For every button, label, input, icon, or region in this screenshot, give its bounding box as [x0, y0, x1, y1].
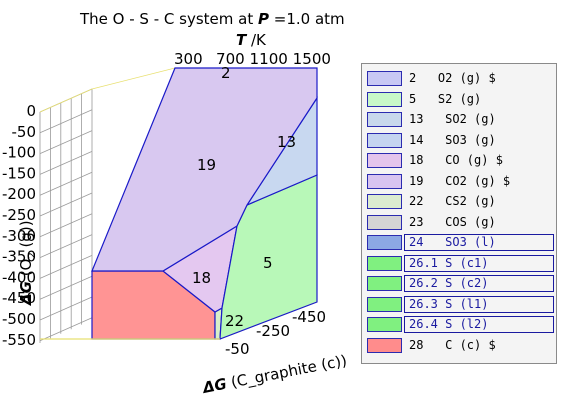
legend-item-frame	[404, 295, 554, 313]
chart-title: The O - S - C system at P =1.0 atm	[79, 10, 345, 28]
legend-item: 26.1 S (c1)	[367, 254, 555, 273]
t-tick-300: 300	[174, 50, 203, 68]
legend-label: 22 CS2 (g)	[409, 194, 496, 208]
legend-label: 26.2 S (c2)	[409, 276, 489, 290]
predominance-plot: The O - S - C system at P =1.0 atm T /K …	[2, 10, 349, 398]
legend-item: 18 CO (g) $	[367, 152, 555, 170]
region-19-polygon	[91, 67, 318, 272]
grid-hline	[39, 317, 93, 342]
region-label-18: 18	[192, 269, 211, 287]
legend-item-frame	[404, 254, 554, 272]
legend-label: 28 C (c) $	[409, 337, 496, 352]
legend-swatch	[367, 255, 402, 271]
legend-item-frame	[404, 234, 554, 251]
grid-hline	[39, 213, 93, 238]
grid-hline	[39, 234, 93, 258]
grid-hline	[39, 275, 93, 300]
region-label-2: 2	[221, 64, 231, 82]
top-axis-label: T /K	[236, 31, 267, 49]
legend-swatch	[367, 194, 402, 209]
legend-swatch	[367, 235, 402, 250]
legend-swatch	[367, 132, 402, 148]
grid-hline	[39, 171, 93, 196]
legend-label: 14 SO3 (g)	[409, 132, 496, 147]
legend-label: 24 SO3 (l)	[409, 235, 496, 249]
region-label-13: 13	[277, 133, 296, 151]
legend-item: 14 SO3 (g)	[367, 132, 555, 150]
legend-item: 2 O2 (g) $	[367, 70, 555, 88]
legend-item: 19 CO2 (g) $	[367, 173, 555, 191]
x-axis-label: ΔG (C_graphite (c))	[200, 351, 348, 398]
region-label-19: 19	[197, 156, 216, 174]
legend-label: 5 S2 (g)	[409, 91, 482, 106]
legend-item: 24 SO3 (l)	[367, 234, 555, 252]
x-tick-neg450: -450	[292, 308, 326, 326]
legend-label: 13 SO2 (g)	[409, 112, 496, 126]
legend-item: 22 CS2 (g)	[367, 193, 555, 211]
legend-item-frame	[404, 275, 554, 292]
grid-top-edge	[39, 88, 93, 113]
y-tick-label: 0	[26, 102, 36, 120]
legend-swatch	[367, 153, 402, 168]
legend-swatch	[367, 112, 402, 127]
y-tick-label: -300	[2, 227, 36, 245]
legend-swatch	[367, 71, 402, 86]
legend-item: 26.4 S (l2)	[367, 316, 555, 334]
legend-swatch	[367, 276, 402, 291]
y-tick-label: -350	[2, 248, 36, 266]
phase-regions	[91, 67, 318, 340]
y-axis-label: ΔG (O2 (g))	[17, 220, 38, 306]
legend-swatch	[367, 296, 402, 312]
y-tick-label: -400	[2, 268, 36, 286]
legend-item: 26.2 S (c2)	[367, 275, 555, 293]
y-tick-label: -550	[2, 331, 36, 349]
t-tick-700-1500: 700 1100 1500	[216, 50, 331, 68]
legend-item: 23 COS (g)	[367, 214, 555, 232]
legend-swatch	[367, 173, 402, 189]
legend-label: 26.4 S (l2)	[409, 317, 489, 331]
legend-swatch	[367, 337, 402, 353]
legend-label: 26.3 S (l1)	[409, 296, 489, 311]
y-tick-label: -200	[2, 185, 36, 203]
y-tick-label: -50	[12, 123, 37, 141]
region-label-22: 22	[225, 312, 244, 330]
grid-hline	[39, 130, 93, 154]
y-tick-label: -100	[2, 144, 36, 162]
legend-item-frame	[404, 316, 554, 333]
x-tick-neg50: -50	[225, 340, 250, 358]
y-tick-label: -500	[2, 310, 36, 328]
legend-item: 28 C (c) $	[367, 337, 555, 355]
x-tick-neg250: -250	[256, 322, 290, 340]
legend-swatch	[367, 317, 402, 332]
legend-swatch	[367, 214, 402, 230]
region-label-5: 5	[263, 254, 273, 272]
legend-label: 23 COS (g)	[409, 214, 496, 229]
legend-label: 19 CO2 (g) $	[409, 173, 511, 188]
grid-hline	[39, 255, 93, 279]
legend-label: 2 O2 (g) $	[409, 71, 496, 85]
y-tick-label: -450	[2, 289, 36, 307]
grid-hline	[39, 109, 93, 134]
grid-hline	[39, 296, 93, 321]
legend-item: 5 S2 (g)	[367, 91, 555, 109]
y-tick-label: -250	[2, 206, 36, 224]
legend-label: 18 CO (g) $	[409, 153, 503, 167]
y-tick-label: -150	[2, 164, 36, 182]
legend-panel: 2 O2 (g) $ 5 S2 (g) 13 SO2 (g) 14 SO3 (g) 18…	[361, 63, 557, 364]
legend-item: 26.3 S (l1)	[367, 295, 555, 314]
y-tick-labels: 0 -50 -100 -150 -200 -250 -300 -350 -400 -450 -500…	[2, 102, 36, 349]
grid-hline	[39, 192, 93, 217]
grid-hline	[39, 151, 93, 175]
legend-item: 13 SO2 (g)	[367, 111, 555, 129]
legend-label: 26.1 S (c1)	[409, 255, 489, 270]
legend-swatch	[367, 91, 402, 107]
grid-lines	[39, 67, 318, 343]
